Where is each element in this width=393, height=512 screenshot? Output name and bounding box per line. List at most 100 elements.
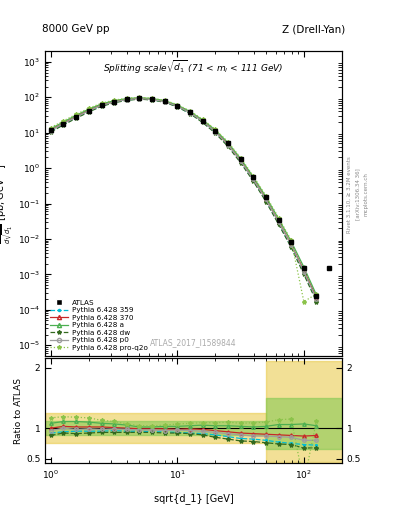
Pythia 6.428 p0 [74, 114, 79, 120]
Pythia 6.428 370 [289, 241, 294, 247]
Pythia 6.428 dw [150, 97, 154, 103]
Y-axis label: Ratio to ATLAS: Ratio to ATLAS [14, 378, 23, 444]
ATLAS [251, 174, 255, 180]
Pythia 6.428 a [175, 102, 180, 108]
Pythia 6.428 359 [175, 104, 180, 110]
Pythia 6.428 a [200, 117, 205, 123]
ATLAS [150, 96, 154, 102]
Pythia 6.428 pro-q2o [112, 97, 116, 103]
Pythia 6.428 370 [188, 109, 193, 115]
Pythia 6.428 359 [276, 221, 281, 227]
Pythia 6.428 p0 [49, 127, 53, 134]
Pythia 6.428 a [125, 95, 129, 101]
Pythia 6.428 a [188, 109, 193, 115]
ATLAS [276, 217, 281, 223]
Pythia 6.428 370 [200, 118, 205, 124]
Pythia 6.428 dw [314, 298, 319, 305]
Pythia 6.428 pro-q2o [314, 291, 319, 297]
Pythia 6.428 359 [99, 103, 104, 109]
Pythia 6.428 a [150, 95, 154, 101]
ATLAS [112, 99, 116, 105]
Pythia 6.428 370 [264, 196, 268, 202]
Line: ATLAS: ATLAS [49, 96, 332, 298]
Pythia 6.428 pro-q2o [137, 94, 142, 100]
Pythia 6.428 a [74, 112, 79, 118]
Pythia 6.428 pro-q2o [301, 298, 306, 305]
Pythia 6.428 359 [150, 97, 154, 103]
ATLAS [175, 102, 180, 109]
Text: 8000 GeV pp: 8000 GeV pp [42, 25, 110, 34]
Pythia 6.428 pro-q2o [213, 126, 218, 132]
ATLAS [327, 265, 332, 271]
ATLAS [162, 98, 167, 104]
Legend: ATLAS, Pythia 6.428 359, Pythia 6.428 370, Pythia 6.428 a, Pythia 6.428 dw, Pyth: ATLAS, Pythia 6.428 359, Pythia 6.428 37… [49, 298, 149, 352]
Pythia 6.428 359 [162, 99, 167, 105]
Text: Rivet 3.1.10, ≥ 3.2M events: Rivet 3.1.10, ≥ 3.2M events [347, 156, 352, 233]
Pythia 6.428 dw [301, 271, 306, 278]
Pythia 6.428 p0 [61, 121, 66, 127]
Pythia 6.428 dw [99, 103, 104, 110]
Pythia 6.428 p0 [162, 99, 167, 105]
Pythia 6.428 dw [238, 160, 243, 166]
Pythia 6.428 dw [188, 111, 193, 117]
Pythia 6.428 pro-q2o [49, 124, 53, 131]
Pythia 6.428 370 [251, 176, 255, 182]
Pythia 6.428 pro-q2o [150, 95, 154, 101]
Pythia 6.428 370 [213, 128, 218, 134]
Pythia 6.428 359 [125, 97, 129, 103]
Pythia 6.428 p0 [125, 97, 129, 103]
Pythia 6.428 359 [61, 121, 66, 127]
Line: Pythia 6.428 dw: Pythia 6.428 dw [49, 97, 319, 304]
ATLAS [137, 95, 142, 101]
Pythia 6.428 dw [112, 100, 116, 106]
ATLAS [99, 102, 104, 108]
Text: Z (Drell-Yan): Z (Drell-Yan) [282, 25, 345, 34]
Pythia 6.428 370 [276, 219, 281, 225]
Text: mcplots.cern.ch: mcplots.cern.ch [363, 173, 368, 217]
Pythia 6.428 a [112, 98, 116, 104]
Pythia 6.428 pro-q2o [188, 108, 193, 114]
ATLAS [314, 292, 319, 298]
Pythia 6.428 dw [226, 143, 230, 150]
ATLAS [86, 108, 91, 114]
Pythia 6.428 dw [137, 96, 142, 102]
Pythia 6.428 dw [213, 130, 218, 136]
ATLAS [238, 156, 243, 162]
Pythia 6.428 359 [213, 130, 218, 136]
Pythia 6.428 p0 [99, 102, 104, 109]
Pythia 6.428 p0 [137, 95, 142, 101]
Pythia 6.428 370 [125, 96, 129, 102]
Text: sqrt{d_1} [GeV]: sqrt{d_1} [GeV] [154, 493, 233, 504]
Pythia 6.428 359 [251, 177, 255, 183]
Pythia 6.428 359 [238, 159, 243, 165]
Pythia 6.428 a [162, 98, 167, 104]
Pythia 6.428 a [238, 156, 243, 162]
Pythia 6.428 359 [86, 109, 91, 115]
ATLAS [213, 127, 218, 134]
Pythia 6.428 a [61, 119, 66, 125]
Pythia 6.428 pro-q2o [226, 139, 230, 145]
Pythia 6.428 p0 [86, 108, 91, 114]
Y-axis label: $\frac{d\sigma}{d\sqrt{d_{1}^{\ }}}\ \mathsf{[pb,GeV^{-1}]}$: $\frac{d\sigma}{d\sqrt{d_{1}^{\ }}}\ \ma… [0, 163, 15, 244]
Pythia 6.428 p0 [188, 110, 193, 116]
Pythia 6.428 p0 [238, 158, 243, 164]
Pythia 6.428 a [213, 127, 218, 133]
Pythia 6.428 pro-q2o [238, 155, 243, 161]
ATLAS [200, 117, 205, 123]
Pythia 6.428 a [226, 140, 230, 146]
Pythia 6.428 p0 [301, 268, 306, 274]
Pythia 6.428 370 [238, 157, 243, 163]
Pythia 6.428 370 [86, 107, 91, 113]
Pythia 6.428 dw [276, 221, 281, 227]
ATLAS [188, 109, 193, 115]
Text: Splitting scale$\sqrt{d_1}$ (71 < m$_l$ < 111 GeV): Splitting scale$\sqrt{d_1}$ (71 < m$_l$ … [103, 59, 284, 76]
Pythia 6.428 dw [162, 99, 167, 105]
Pythia 6.428 370 [314, 294, 319, 301]
ATLAS [301, 265, 306, 271]
Text: ATLAS_2017_I1589844: ATLAS_2017_I1589844 [150, 338, 237, 347]
Pythia 6.428 370 [226, 141, 230, 147]
Pythia 6.428 359 [112, 99, 116, 105]
Pythia 6.428 pro-q2o [74, 111, 79, 117]
Pythia 6.428 p0 [314, 296, 319, 302]
Pythia 6.428 pro-q2o [86, 105, 91, 111]
